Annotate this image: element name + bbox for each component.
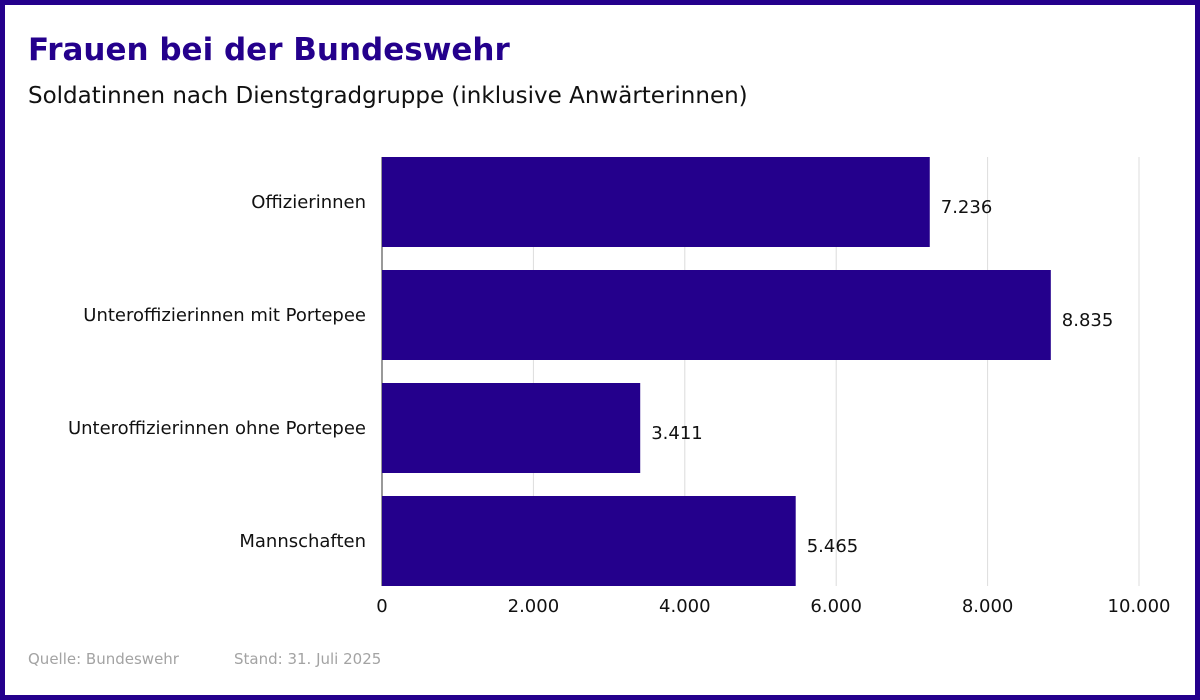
x-tick-label: 6.000: [810, 596, 862, 617]
value-label: 8.835: [1062, 310, 1114, 331]
value-labels: 7.236 8.835 3.411 5.465: [651, 197, 1113, 557]
category-label: Unteroffizierinnen mit Portepee: [83, 305, 366, 326]
category-label: Unteroffizierinnen ohne Portepee: [68, 418, 366, 439]
category-labels: Offizierinnen Unteroffizierinnen mit Port…: [68, 192, 366, 552]
value-label: 3.411: [651, 423, 703, 444]
x-tick-label: 4.000: [659, 596, 711, 617]
x-tick-label: 0: [376, 596, 387, 617]
x-tick-label: 10.000: [1108, 596, 1171, 617]
bar: [382, 157, 930, 247]
bar: [382, 270, 1051, 360]
value-label: 7.236: [941, 197, 993, 218]
x-tick-label: 8.000: [962, 596, 1014, 617]
bars: [382, 157, 1051, 586]
source-note: Quelle: Bundeswehr: [28, 650, 179, 668]
date-note: Stand: 31. Juli 2025: [234, 650, 382, 668]
category-label: Mannschaften: [239, 531, 366, 552]
chart-title: Frauen bei der Bundeswehr: [28, 32, 510, 68]
x-axis-ticks: 0 2.000 4.000 6.000 8.000 10.000: [376, 596, 1170, 617]
bar: [382, 496, 796, 586]
category-label: Offizierinnen: [251, 192, 366, 213]
value-label: 5.465: [807, 536, 859, 557]
bar: [382, 383, 641, 473]
x-tick-label: 2.000: [508, 596, 560, 617]
chart-subtitle: Soldatinnen nach Dienstgradgruppe (inklu…: [28, 83, 748, 109]
